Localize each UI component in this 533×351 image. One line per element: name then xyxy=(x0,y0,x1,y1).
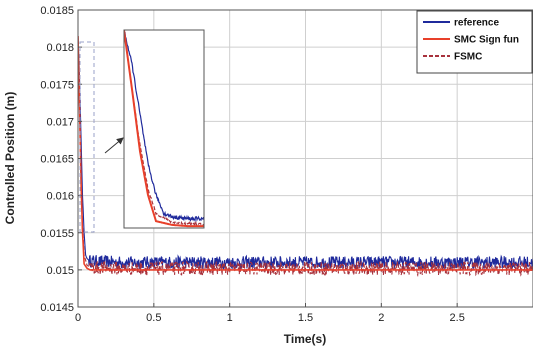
series-line-smc-sign-fun xyxy=(78,35,533,271)
legend-label: reference xyxy=(454,18,499,29)
y-axis-label: Controlled Position (m) xyxy=(3,92,17,225)
y-tick-label: 0.018 xyxy=(46,42,74,54)
x-tick-label: 0 xyxy=(75,312,81,324)
x-axis-label: Time(s) xyxy=(284,332,326,346)
legend-label: SMC Sign fun xyxy=(454,35,519,46)
inset-background xyxy=(124,30,204,228)
legend: reference SMC Sign fun FSMC xyxy=(416,10,533,74)
zoom-region-box xyxy=(79,41,95,233)
y-tick-label: 0.0185 xyxy=(40,5,74,17)
x-tick-label: 1.5 xyxy=(298,312,313,324)
y-axis-ticks: 0.0145 0.015 0.0155 0.016 0.0165 0.017 0.0175 0… xyxy=(40,5,82,314)
y-tick-label: 0.0145 xyxy=(40,302,74,314)
zoom-arrow xyxy=(104,137,124,154)
inset-line-reference xyxy=(124,30,204,223)
x-tick-label: 0.5 xyxy=(146,312,161,324)
inset-series xyxy=(124,30,204,228)
y-tick-label: 0.015 xyxy=(46,265,74,277)
inset-line-smc-sign-fun xyxy=(124,30,204,228)
y-tick-label: 0.0165 xyxy=(40,154,74,166)
inset-frame xyxy=(123,29,205,229)
y-tick-label: 0.0175 xyxy=(40,79,74,91)
legend-label: FSMC xyxy=(454,52,482,63)
x-tick-label: 2.5 xyxy=(450,312,465,324)
y-tick-label: 0.017 xyxy=(46,116,74,128)
x-axis-ticks: 0 0.5 1 1.5 2 2.5 xyxy=(75,303,465,324)
y-tick-label: 0.016 xyxy=(46,191,74,203)
series-layer xyxy=(78,35,533,277)
x-tick-label: 1 xyxy=(227,312,233,324)
y-tick-label: 0.0155 xyxy=(40,228,74,240)
x-tick-label: 2 xyxy=(378,312,384,324)
zoom-inset xyxy=(123,29,205,229)
